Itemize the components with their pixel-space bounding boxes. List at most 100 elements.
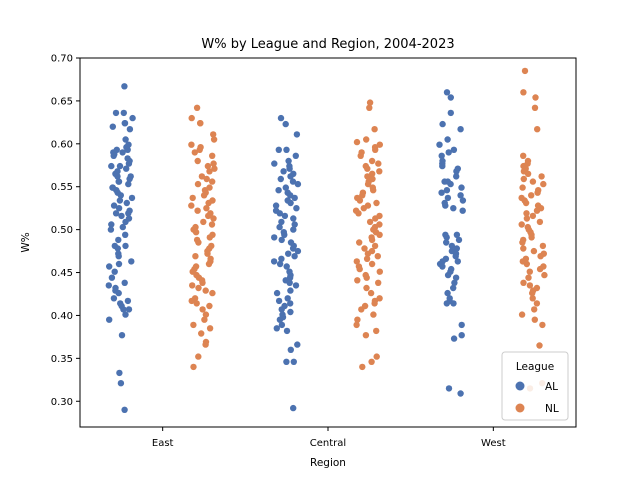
data-point-al: [287, 199, 294, 207]
data-point-nl: [353, 138, 361, 146]
data-point-nl: [518, 221, 525, 228]
data-point-nl: [531, 104, 539, 112]
data-point-al: [457, 192, 464, 199]
data-point-nl: [364, 173, 371, 180]
data-point-nl: [536, 342, 543, 349]
data-point-al: [122, 231, 129, 238]
data-point-nl: [195, 239, 202, 246]
data-point-nl: [520, 175, 527, 183]
data-point-al: [447, 94, 454, 101]
data-point-al: [126, 126, 134, 133]
data-point-al: [443, 89, 451, 96]
data-point-nl: [371, 242, 379, 250]
data-point-al: [448, 242, 456, 250]
data-point-al: [121, 120, 128, 127]
data-point-al: [122, 242, 129, 250]
data-point-al: [287, 173, 294, 180]
data-point-nl: [203, 205, 210, 212]
legend-label-al: AL: [545, 381, 558, 393]
data-point-al: [105, 282, 113, 289]
data-point-nl: [354, 316, 361, 323]
data-point-al: [444, 136, 451, 143]
legend: League AL NL: [501, 351, 569, 421]
data-point-al: [270, 258, 278, 265]
data-point-nl: [201, 316, 208, 323]
data-point-nl: [529, 178, 537, 185]
data-point-al: [125, 210, 132, 217]
data-point-nl: [364, 250, 372, 257]
data-point-nl: [188, 202, 195, 209]
data-point-nl: [199, 306, 206, 313]
data-point-al: [112, 210, 120, 217]
data-point-nl: [200, 192, 208, 199]
data-point-al: [115, 260, 123, 268]
data-point-nl: [209, 289, 216, 297]
legend-marker-nl: [515, 403, 525, 413]
data-point-al: [121, 279, 128, 286]
data-point-al: [283, 358, 290, 365]
data-point-nl: [374, 253, 381, 260]
data-point-al: [444, 271, 452, 279]
data-point-nl: [371, 300, 378, 307]
data-point-nl: [197, 120, 204, 127]
data-point-nl: [188, 114, 195, 122]
data-point-nl: [522, 199, 530, 207]
data-point-al: [276, 260, 284, 268]
data-point-al: [290, 226, 297, 233]
data-point-al: [117, 380, 125, 387]
data-point-al: [457, 390, 464, 397]
data-point-nl: [368, 260, 376, 268]
data-point-al: [284, 295, 291, 302]
data-point-al: [450, 300, 457, 307]
data-point-al: [290, 215, 297, 222]
data-point-al: [125, 180, 132, 188]
data-point-nl: [189, 194, 196, 202]
data-point-al: [275, 297, 283, 305]
data-point-al: [282, 120, 289, 128]
data-point-al: [459, 207, 466, 214]
data-point-al: [281, 212, 289, 220]
data-point-nl: [528, 234, 535, 241]
data-point-nl: [206, 325, 214, 332]
data-point-nl: [204, 250, 211, 257]
data-point-al: [116, 369, 123, 377]
data-point-al: [128, 194, 136, 202]
data-point-al: [119, 223, 127, 231]
data-point-al: [121, 406, 128, 413]
data-point-nl: [523, 260, 530, 268]
data-point-nl: [364, 165, 371, 172]
data-point-al: [271, 160, 278, 167]
data-point-al: [110, 202, 118, 209]
data-point-nl: [523, 215, 531, 222]
data-point-nl: [368, 358, 375, 365]
data-point-nl: [520, 245, 527, 252]
data-point-al: [115, 253, 122, 260]
data-point-nl: [366, 218, 374, 226]
data-point-nl: [206, 168, 213, 175]
data-point-nl: [195, 284, 202, 292]
data-point-al: [128, 258, 135, 265]
data-point-al: [443, 239, 450, 246]
legend-box: [501, 351, 569, 421]
data-point-nl: [204, 162, 212, 170]
data-point-nl: [372, 215, 379, 222]
data-point-al: [109, 123, 117, 130]
data-point-al: [441, 178, 448, 185]
data-point-al: [278, 306, 285, 313]
plot-area: [105, 67, 548, 413]
data-point-al: [107, 226, 115, 233]
data-point-nl: [528, 192, 535, 199]
data-point-al: [108, 274, 116, 281]
data-point-al: [276, 223, 283, 231]
data-point-al: [116, 197, 124, 204]
data-point-nl: [202, 311, 210, 318]
data-point-al: [129, 114, 136, 122]
data-point-al: [116, 162, 124, 170]
data-point-al: [292, 282, 300, 289]
data-point-al: [281, 231, 288, 238]
data-point-al: [276, 210, 283, 217]
data-point-nl: [366, 99, 374, 106]
y-tick-label: 0.55: [51, 182, 73, 193]
data-point-nl: [531, 316, 538, 323]
legend-label-nl: NL: [545, 403, 559, 415]
